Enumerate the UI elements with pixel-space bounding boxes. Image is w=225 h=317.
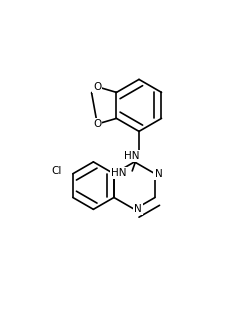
Text: O: O <box>93 82 101 92</box>
Text: N: N <box>133 204 141 214</box>
Text: HN: HN <box>124 151 139 161</box>
Text: O: O <box>93 119 101 129</box>
Text: Cl: Cl <box>51 166 61 177</box>
Text: HN: HN <box>110 168 126 178</box>
Text: N: N <box>154 169 162 179</box>
